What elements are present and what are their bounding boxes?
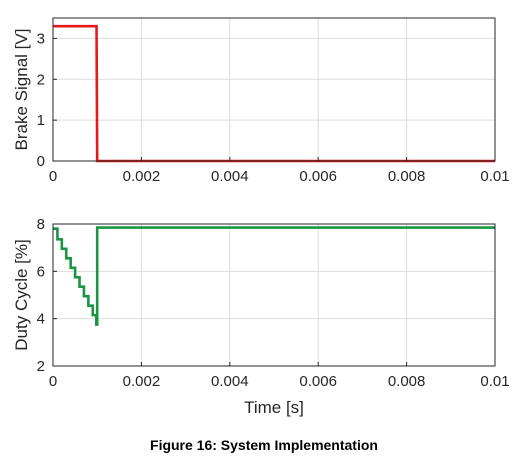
x-axis-label: Time [s] — [244, 398, 304, 417]
x-tick-label: 0.008 — [388, 373, 426, 390]
figure-caption: Figure 16: System Implementation — [150, 437, 378, 453]
x-tick-label: 0 — [49, 373, 57, 390]
x-tick-label: 0 — [49, 168, 57, 185]
y-axis-label: Brake Signal [V] — [12, 29, 31, 151]
y-tick-label: 4 — [37, 311, 45, 328]
x-tick-label: 0.002 — [123, 373, 161, 390]
y-axis-label: Duty Cycle [%] — [12, 239, 31, 350]
y-tick-label: 3 — [37, 30, 45, 47]
plot-area — [53, 224, 495, 366]
brake-signal-plot: 0 0.002 0.004 0.006 0.008 0.01 0 1 2 3 Brake Signa… — [12, 17, 510, 185]
figure: 0 0.002 0.004 0.006 0.008 0.01 0 1 2 3 Brake Signa… — [12, 17, 510, 417]
x-tick-label: 0.006 — [299, 168, 337, 185]
x-tick-label: 0.01 — [480, 168, 509, 185]
y-tick-label: 2 — [37, 71, 45, 88]
x-tick-label: 0.002 — [123, 168, 161, 185]
series-line-1 — [53, 226, 495, 326]
axes-box — [52, 223, 496, 367]
duty-cycle-plot: 0 0.002 0.004 0.006 0.008 0.01 2 4 6 8 Duty Cycle … — [12, 216, 510, 417]
y-tick-label: 6 — [37, 263, 45, 280]
x-tick-label: 0.01 — [480, 373, 509, 390]
axes-box — [52, 17, 496, 162]
x-tick-label: 0.008 — [388, 168, 426, 185]
x-tick-label: 0.004 — [211, 168, 249, 185]
y-tick-label: 2 — [37, 358, 45, 375]
x-tick-label: 0.004 — [211, 373, 249, 390]
y-tick-label: 8 — [37, 216, 45, 233]
y-tick-label: 0 — [37, 153, 45, 170]
x-tick-label: 0.006 — [299, 373, 337, 390]
y-tick-label: 1 — [37, 112, 45, 129]
plot-area — [53, 18, 495, 161]
